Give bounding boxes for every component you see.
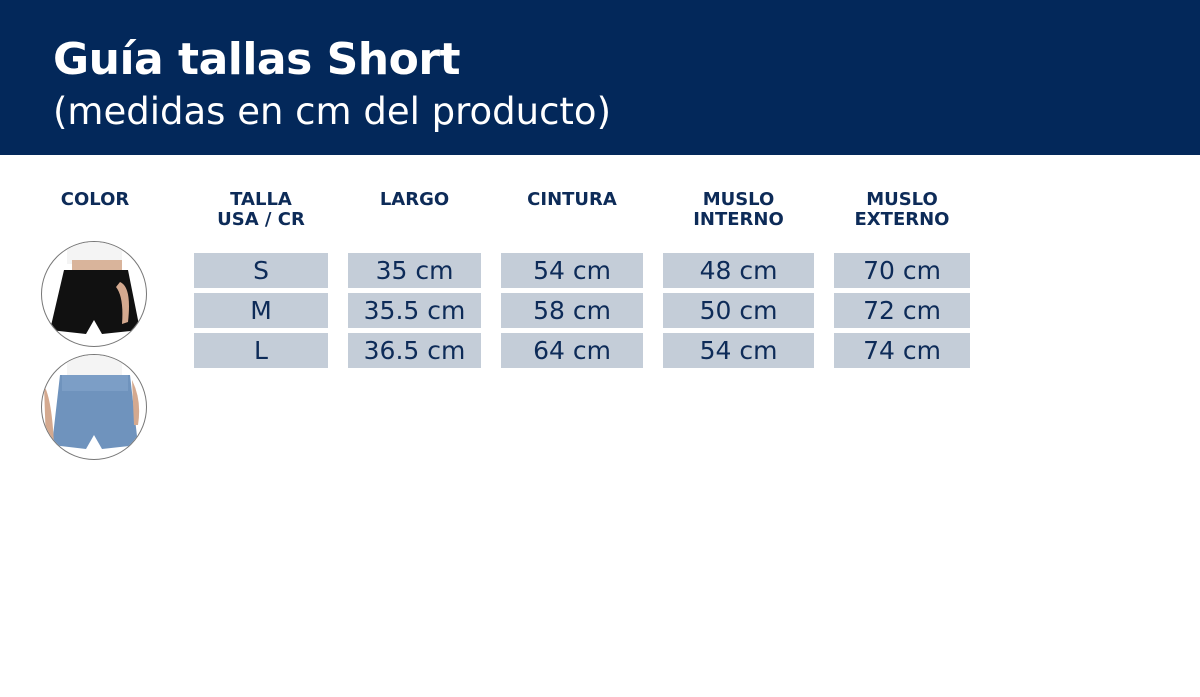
column-header: MUSLO INTERNO: [663, 190, 814, 230]
column-header-line2: USA / CR: [217, 209, 305, 230]
table-cell: 74 cm: [834, 333, 970, 368]
table-cell: 54 cm: [663, 333, 814, 368]
color-swatch-blue: [41, 354, 147, 460]
table-cell: 35 cm: [348, 253, 481, 288]
column-header-line1: CINTURA: [527, 189, 617, 210]
column-header-line1: MUSLO: [702, 189, 775, 210]
column-header: TALLA USA / CR: [194, 190, 328, 230]
column-header: LARGO: [348, 190, 481, 210]
page-title: Guía tallas Short: [53, 34, 461, 85]
table-cell: 50 cm: [663, 293, 814, 328]
table-cell: 48 cm: [663, 253, 814, 288]
column-header: CINTURA: [501, 190, 643, 210]
page-subtitle: (medidas en cm del producto): [53, 90, 611, 133]
column-header-line2: INTERNO: [693, 209, 784, 230]
column-header: MUSLO EXTERNO: [834, 190, 970, 230]
table-cell: L: [194, 333, 328, 368]
table-cell: 58 cm: [501, 293, 643, 328]
table-cell: M: [194, 293, 328, 328]
column-header-line1: TALLA: [230, 189, 292, 210]
column-header-line1: MUSLO: [866, 189, 938, 210]
table-cell: 64 cm: [501, 333, 643, 368]
color-swatch-black: [41, 241, 147, 347]
table-cell: 72 cm: [834, 293, 970, 328]
table-cell: 35.5 cm: [348, 293, 481, 328]
table-cell: 36.5 cm: [348, 333, 481, 368]
header-banner: Guía tallas Short (medidas en cm del pro…: [0, 0, 1200, 155]
color-header: COLOR: [60, 189, 130, 210]
table-cell: 70 cm: [834, 253, 970, 288]
table-cell: S: [194, 253, 328, 288]
column-header-line1: LARGO: [379, 189, 450, 210]
column-header-line2: EXTERNO: [854, 209, 950, 230]
table-cell: 54 cm: [501, 253, 643, 288]
